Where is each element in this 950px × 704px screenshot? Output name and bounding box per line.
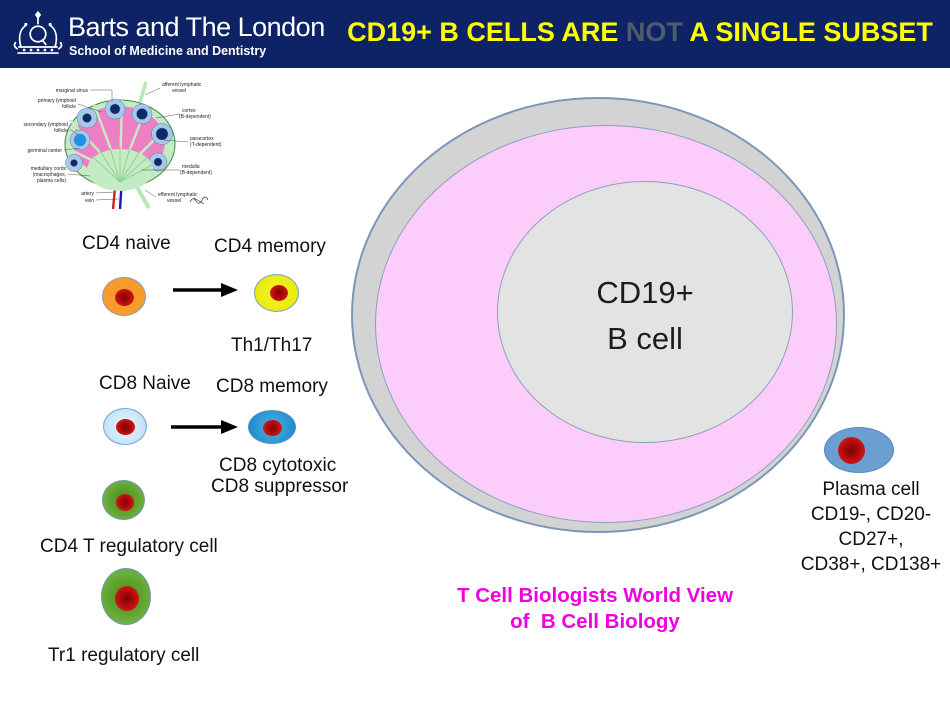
- cd4-memory-cell: [254, 274, 299, 312]
- cd4-differentiation-arrow: [173, 283, 238, 297]
- label-efferent-2: vessel: [167, 198, 181, 204]
- cd8-memory-nucleus: [263, 420, 282, 436]
- tr1-label: Tr1 regulatory cell: [48, 645, 200, 666]
- title-part2: A SINGLE SUBSET: [682, 17, 933, 47]
- label-primary-follicle-2: follicle: [62, 104, 76, 110]
- caption: T Cell Biologists World View of B Cell B…: [430, 583, 760, 635]
- brand-subtitle: School of Medicine and Dentistry: [69, 44, 267, 58]
- cd4-memory-nucleus: [270, 285, 288, 301]
- cd19-b-cell-label: CD19+ B cell: [545, 270, 745, 362]
- label-paracortex-1: paracortex: [190, 136, 214, 142]
- label-paracortex-2: (T-dependent): [190, 142, 222, 148]
- title-not-word: NOT: [625, 17, 683, 47]
- label-afferent-1: afferent lymphatic: [162, 82, 202, 88]
- plasma-label-line3: CD27+,: [838, 529, 904, 550]
- label-leader-lines: [63, 87, 189, 201]
- plasma-cell-nucleus: [838, 437, 865, 464]
- tr1-nucleus: [115, 586, 139, 611]
- cd8-naive-cell: [103, 408, 147, 445]
- th1-th17-label: Th1/Th17: [231, 335, 313, 356]
- label-marginal-sinus: marginal sinus: [56, 88, 89, 94]
- label-germinal-center: germinal center: [28, 148, 63, 154]
- caption-line1: T Cell Biologists World View: [456, 584, 734, 607]
- cd4-memory-label: CD4 memory: [214, 236, 326, 257]
- lymph-node-diagram: marginal sinus primary lymphoid follicle…: [24, 81, 222, 210]
- cd8-naive-nucleus: [116, 419, 135, 435]
- label-afferent-2: vessel: [172, 88, 186, 94]
- cd4-treg-nucleus: [116, 494, 134, 511]
- label-primary-follicle-1: primary lymphoid: [38, 98, 76, 104]
- plasma-label-line4: CD38+, CD138+: [800, 554, 942, 575]
- cd8-memory-label: CD8 memory: [216, 376, 328, 397]
- label-secondary-follicle-2: follicle: [54, 128, 68, 134]
- caption-line2: of B Cell Biology: [510, 610, 680, 633]
- cd8-memory-cell: [248, 410, 296, 444]
- title-part1: CD19+ B CELLS ARE: [347, 17, 626, 47]
- cd4-naive-label: CD4 naive: [82, 233, 171, 254]
- label-medullary-cords-1: medullary cords: [31, 166, 67, 172]
- slide-title: CD19+ B CELLS ARE NOT A SINGLE SUBSET: [338, 17, 942, 48]
- plasma-label-line1: Plasma cell: [822, 479, 920, 500]
- b-cell-inner-circle: [497, 181, 793, 443]
- follicles: [65, 98, 173, 172]
- cd4-naive-cell: [102, 277, 146, 316]
- label-cortex-2: (B-dependent): [179, 114, 211, 120]
- cd8-differentiation-arrow: [171, 420, 238, 434]
- medulla-fan-lines: [91, 146, 153, 183]
- label-medulla-2: (B-dependent): [180, 170, 212, 176]
- label-medulla-1: medulla: [182, 164, 200, 170]
- barts-crown-logo: [13, 10, 63, 54]
- label-cortex-1: cortex: [182, 108, 196, 114]
- label-medullary-cords-3: plasma cells): [37, 178, 67, 184]
- label-medullary-cords-2: (macrophages,: [33, 172, 66, 178]
- cd19-label-line2: B cell: [607, 321, 683, 356]
- cd4-naive-nucleus: [115, 289, 134, 306]
- brand-name: Barts and The London: [68, 12, 325, 42]
- plasma-cell-label: Plasma cell CD19-, CD20- CD27+, CD38+, C…: [792, 477, 950, 577]
- illustrator-signature: [189, 196, 209, 205]
- cd19-label-line1: CD19+: [596, 275, 694, 310]
- label-efferent-1: efferent lymphatic: [158, 192, 198, 198]
- header-bar: Barts and The London School of Medicine …: [0, 0, 950, 68]
- label-vein: vein: [85, 198, 94, 204]
- label-artery: artery: [81, 191, 94, 197]
- plasma-label-line2: CD19-, CD20-: [810, 504, 932, 525]
- cd8-naive-label: CD8 Naive: [99, 373, 191, 394]
- cd4-treg-label: CD4 T regulatory cell: [40, 536, 218, 557]
- afferent-vessel-shape: [138, 81, 148, 103]
- cd8-suppressor-label: CD8 suppressor: [211, 476, 349, 497]
- cd8-cytotoxic-label: CD8 cytotoxic: [219, 455, 337, 476]
- plasma-cell: [824, 427, 894, 473]
- tr1-cell: [101, 568, 151, 625]
- label-secondary-follicle-1: secondary lymphoid: [24, 122, 69, 128]
- cd4-treg-cell: [102, 480, 145, 520]
